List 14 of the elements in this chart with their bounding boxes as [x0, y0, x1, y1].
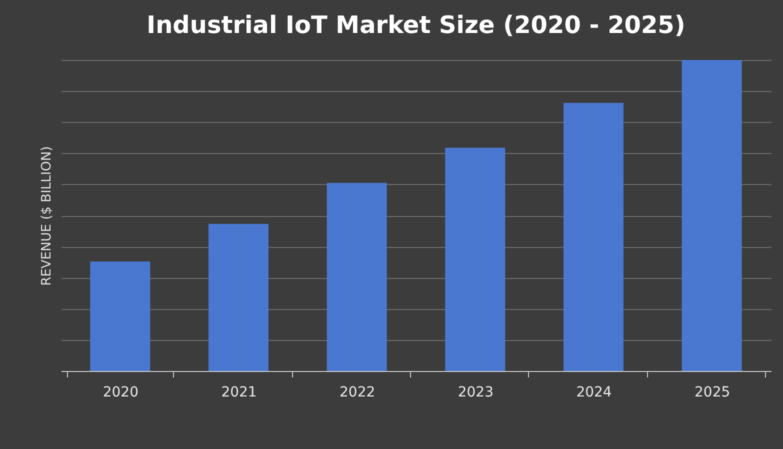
x-tick-label: 2025	[694, 384, 730, 400]
x-tick-label: 2023	[458, 384, 494, 400]
bar	[445, 148, 506, 371]
x-tick-label: 2021	[221, 384, 257, 400]
bar	[208, 224, 268, 371]
bar	[682, 60, 742, 371]
chart-title: Industrial IoT Market Size (2020 - 2025)	[146, 11, 686, 39]
bar	[326, 182, 387, 371]
x-tick-label: 2022	[340, 384, 376, 400]
x-tick-label: 2024	[576, 384, 612, 400]
y-axis-title: REVENUE ($ BILLION)	[40, 146, 54, 286]
bar	[90, 262, 150, 371]
x-tick-label: 2020	[102, 384, 138, 400]
bar	[564, 102, 624, 371]
